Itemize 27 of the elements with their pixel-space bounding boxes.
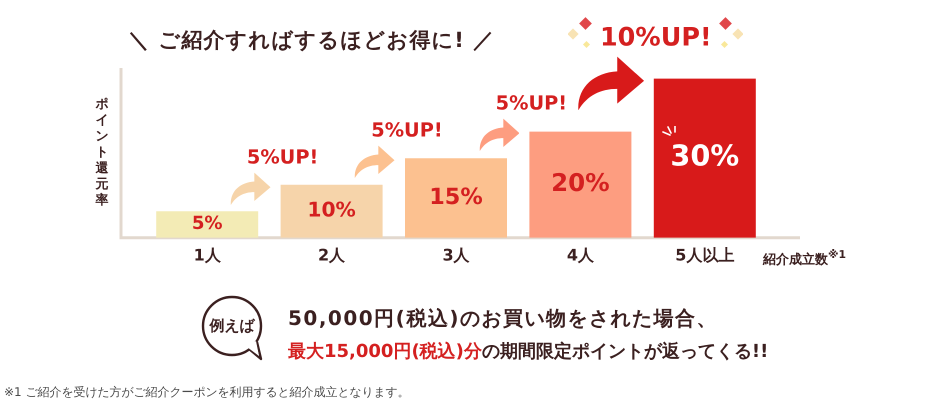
x-tick-label: 5人以上 (675, 246, 734, 265)
bar (280, 184, 383, 238)
bar (404, 158, 508, 238)
x-tick-label: 3人 (442, 246, 471, 265)
bar (156, 211, 258, 238)
text: 最大15,000円(税込)分 (288, 341, 482, 362)
x-tick-label: 1人 (194, 246, 222, 265)
bar (529, 132, 632, 238)
text: 50,000円(税込)のお買い物をされた場合、 (288, 305, 718, 332)
data-label: 5% (192, 213, 223, 234)
x-tick-label: 2人 (318, 246, 346, 265)
data-label: 15% (429, 184, 483, 210)
y-axis-title: ポイント還元率 (95, 96, 109, 209)
chart-title: ＼ ご紹介すればするほどお得に! ／ (128, 27, 496, 54)
text: 例えば (210, 316, 254, 336)
data-label: 30% (670, 138, 740, 173)
x-axis-title: 紹介成立数$^{※1}$ (763, 248, 846, 268)
bar (654, 78, 756, 238)
data-label: 20% (551, 168, 610, 198)
annotation: 5%UP! (496, 92, 568, 116)
annotation: 10%UP! (600, 21, 712, 52)
text: の期間限定ポイントが返ってくる!! (482, 341, 768, 362)
text: ※1 ご紹介を受けた方がご紹介クーポンを利用すると紹介成立となります。 (4, 384, 410, 400)
x-tick-label: 4人 (566, 246, 595, 265)
data-label: 10% (307, 198, 356, 222)
annotation: 5%UP! (246, 145, 318, 168)
annotation: 5%UP! (371, 118, 443, 142)
